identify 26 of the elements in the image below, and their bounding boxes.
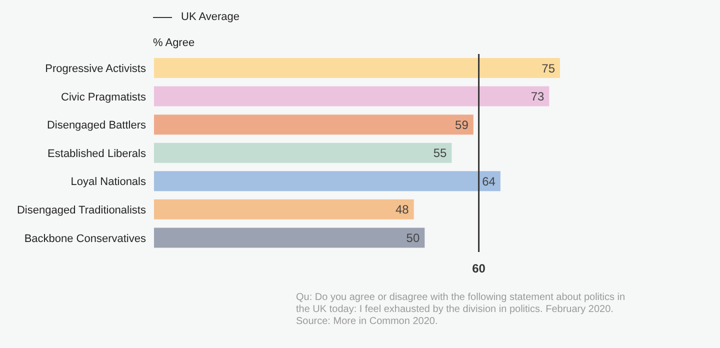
y-tick-label: Established Liberals: [48, 148, 146, 160]
data-label: 73: [530, 90, 544, 104]
x-axis-title: % Agree: [153, 37, 195, 49]
text: Qu: Do you agree or disagree with the following statement about politics in the UK today: I feel exhausted by the division in politics. February 2020.: [296, 292, 626, 316]
bar: [154, 199, 414, 220]
y-tick-label: Loyal Nationals: [70, 176, 146, 188]
bar: [154, 171, 500, 192]
bar: [154, 228, 425, 248]
bar: [154, 58, 560, 78]
data-label: 59: [455, 118, 469, 132]
data-label: 48: [395, 202, 410, 217]
data-label: 64: [482, 174, 496, 188]
bar: [154, 86, 550, 106]
y-tick-label: Disengaged Traditionalists: [16, 204, 146, 216]
y-tick-label: Backbone Conservatives: [24, 232, 146, 245]
y-tick-label: Civic Pragmatists: [61, 91, 146, 104]
legend-label: UK Average: [181, 11, 240, 23]
bar: [154, 114, 474, 135]
source-note: Source: More in Common 2020.: [296, 316, 439, 328]
data-label: 50: [406, 230, 420, 245]
text: 60: [472, 262, 486, 276]
data-label: 55: [433, 146, 448, 160]
y-tick-label: Disengaged Battlers: [46, 120, 146, 132]
bar: [154, 142, 452, 163]
y-tick-label: Progressive Activists: [45, 63, 146, 76]
data-label: 75: [542, 61, 556, 76]
